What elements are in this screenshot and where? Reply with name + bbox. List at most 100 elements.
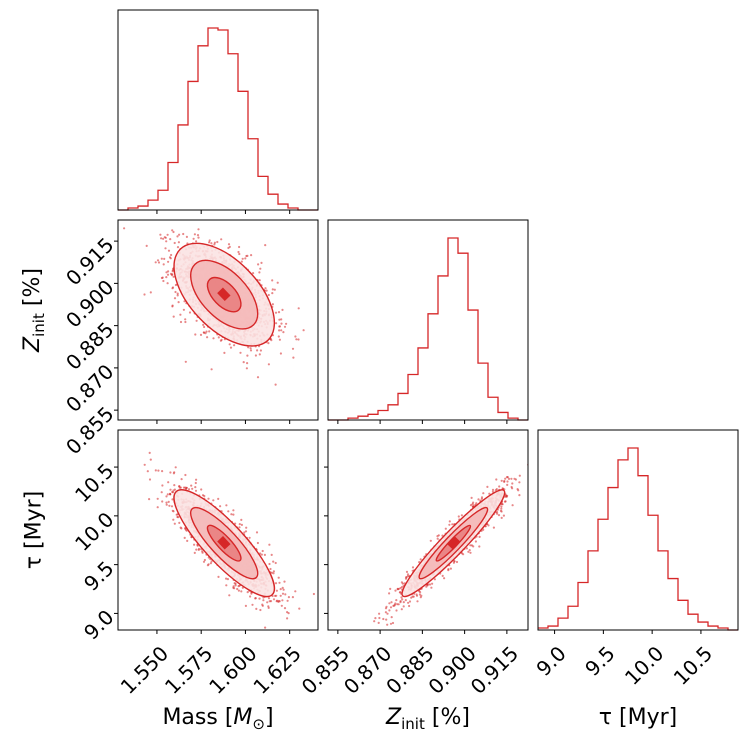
sample-point [165, 495, 168, 498]
sample-point [160, 276, 163, 280]
sample-point [258, 353, 261, 356]
sample-point [176, 235, 179, 238]
sample-point [174, 290, 177, 294]
sample-point [149, 291, 152, 294]
sample-point [182, 308, 185, 311]
sample-point [284, 593, 287, 596]
sample-point [275, 589, 278, 592]
sample-point [167, 260, 170, 263]
sample-point [194, 481, 197, 485]
sample-point [511, 504, 514, 507]
sample-point [382, 617, 385, 621]
sample-point [177, 241, 180, 244]
sample-point [194, 489, 198, 492]
sample-point [245, 526, 248, 529]
sample-point [277, 335, 280, 338]
density-peak [447, 536, 461, 550]
sample-point [272, 560, 275, 563]
sample-point [248, 536, 251, 539]
sample-point [196, 234, 200, 237]
sample-point [388, 592, 391, 595]
sample-point [237, 250, 240, 254]
sample-point [486, 485, 489, 488]
sample-point [281, 308, 284, 311]
sample-point [258, 271, 261, 274]
y-tick-label: 10.5 [70, 459, 118, 507]
sample-point [378, 612, 381, 615]
sample-point [160, 491, 163, 494]
sample-point [283, 325, 287, 328]
histogram-step-line [538, 447, 738, 631]
sample-point [518, 481, 521, 484]
sample-point [278, 338, 281, 341]
sample-point [281, 599, 284, 602]
scatter-panel-zinit-tau [324, 429, 529, 647]
sample-point [258, 279, 261, 282]
sample-point [443, 577, 446, 580]
sample-point [302, 329, 305, 332]
sample-point [264, 287, 267, 290]
sample-point [491, 488, 495, 491]
sample-point [500, 505, 503, 508]
sample-point [166, 282, 169, 285]
sample-point [184, 360, 187, 363]
sample-point [503, 479, 506, 483]
sample-point [256, 376, 260, 379]
sample-point [156, 497, 159, 500]
sample-point [278, 581, 281, 584]
sample-point [184, 473, 187, 477]
panel-frame [117, 219, 319, 421]
sample-point [143, 293, 146, 296]
sample-point [146, 470, 149, 473]
sample-point [455, 560, 459, 564]
sample-point [263, 553, 266, 556]
sample-point [428, 583, 432, 586]
sample-point [495, 478, 498, 481]
sample-point [478, 535, 481, 538]
sample-point [497, 514, 501, 517]
sample-point [199, 333, 203, 336]
sample-point [501, 487, 504, 490]
sample-point [500, 516, 503, 519]
panel-content [123, 227, 305, 386]
sample-point [395, 599, 398, 602]
sample-point [220, 238, 223, 241]
sample-point [156, 506, 159, 509]
sample-point [280, 322, 283, 325]
sample-point [184, 528, 187, 531]
sample-point [510, 485, 513, 489]
sample-point [213, 241, 216, 244]
panel-background [328, 430, 528, 630]
sample-point [259, 608, 262, 612]
sample-point [243, 531, 246, 534]
sample-point [174, 283, 177, 287]
sample-point [169, 488, 172, 491]
sample-point [169, 238, 172, 241]
sample-point [453, 560, 456, 563]
sample-point [378, 616, 381, 620]
sample-point [405, 576, 408, 579]
sample-point [207, 497, 210, 500]
sample-point [448, 523, 451, 526]
sample-point [164, 247, 167, 250]
sample-point [269, 567, 272, 571]
sample-point [400, 608, 403, 611]
sample-point [361, 645, 363, 647]
sample-point [373, 620, 376, 623]
sample-point [447, 568, 450, 571]
x-tick-label: 9.0 [531, 641, 570, 680]
x-tick-label: 0.885 [381, 641, 438, 698]
sample-point [294, 590, 297, 593]
sample-point [470, 496, 473, 499]
sample-point [202, 323, 205, 326]
x-tick-label: 0.900 [423, 641, 480, 698]
sample-point [176, 515, 179, 519]
x-tick-label: 1.575 [160, 641, 217, 698]
sample-point [482, 492, 485, 495]
sample-point [385, 618, 388, 621]
sample-point [262, 599, 265, 602]
sample-point [295, 338, 298, 341]
sample-point [178, 521, 181, 524]
panel-background [118, 10, 318, 210]
sample-point [507, 477, 511, 480]
